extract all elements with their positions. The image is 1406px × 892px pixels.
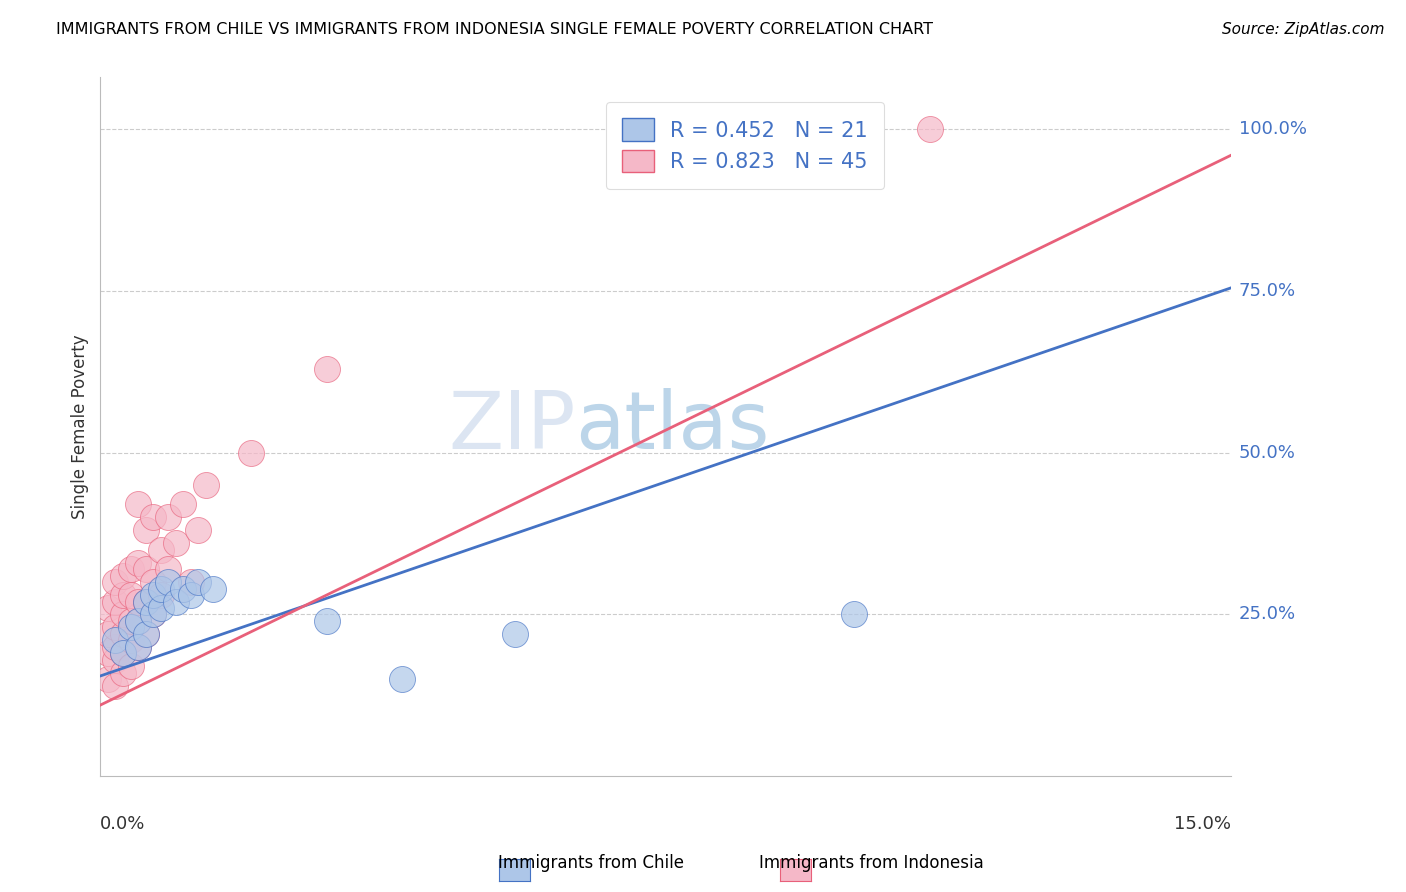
Text: 100.0%: 100.0% (1239, 120, 1308, 138)
Text: ZIP: ZIP (449, 388, 575, 466)
Point (149, 582, 172, 596)
Point (111, 568, 134, 582)
Point (142, 588, 165, 602)
Point (142, 575, 165, 590)
Point (240, 446, 263, 460)
Point (142, 510, 165, 524)
Text: 15.0%: 15.0% (1174, 815, 1232, 833)
Point (120, 588, 142, 602)
Point (135, 594, 157, 608)
Text: IMMIGRANTS FROM CHILE VS IMMIGRANTS FROM INDONESIA SINGLE FEMALE POVERTY CORRELA: IMMIGRANTS FROM CHILE VS IMMIGRANTS FROM… (56, 22, 934, 37)
Point (104, 594, 127, 608)
Point (127, 614, 149, 628)
Point (157, 510, 180, 524)
Text: 50.0%: 50.0% (1239, 443, 1296, 462)
Point (97, 601, 120, 615)
Point (142, 607, 165, 622)
Point (165, 594, 187, 608)
Point (180, 588, 202, 602)
Point (120, 620, 142, 634)
Point (165, 536, 187, 550)
Point (111, 627, 134, 641)
Point (187, 575, 209, 590)
Text: 0.0%: 0.0% (100, 815, 146, 833)
Point (127, 614, 149, 628)
Point (127, 594, 149, 608)
Point (180, 575, 202, 590)
Point (135, 562, 157, 576)
Point (918, 122, 941, 136)
Point (120, 562, 142, 576)
Point (135, 627, 157, 641)
Text: 25.0%: 25.0% (1239, 606, 1296, 624)
Y-axis label: Single Female Poverty: Single Female Poverty (72, 334, 89, 519)
Point (157, 562, 180, 576)
Text: atlas: atlas (575, 388, 769, 466)
Point (97, 672, 120, 686)
Point (111, 646, 134, 660)
Point (111, 646, 134, 660)
Point (104, 575, 127, 590)
Point (844, 607, 866, 622)
Point (149, 588, 172, 602)
Point (104, 679, 127, 693)
Point (315, 614, 337, 628)
Text: Source: ZipAtlas.com: Source: ZipAtlas.com (1222, 22, 1385, 37)
Point (104, 633, 127, 648)
Point (149, 542, 172, 557)
Legend: R = 0.452   N = 21, R = 0.823   N = 45: R = 0.452 N = 21, R = 0.823 N = 45 (606, 102, 884, 189)
Text: Immigrants from Chile: Immigrants from Chile (498, 855, 683, 872)
Point (391, 672, 413, 686)
Point (135, 627, 157, 641)
Point (127, 498, 149, 512)
Point (111, 607, 134, 622)
Point (127, 556, 149, 570)
Text: Immigrants from Indonesia: Immigrants from Indonesia (759, 855, 984, 872)
Point (315, 361, 337, 376)
Point (202, 582, 225, 596)
Point (97, 627, 120, 641)
Point (135, 524, 157, 538)
Point (187, 524, 209, 538)
Point (127, 640, 149, 654)
Point (104, 620, 127, 634)
Point (120, 659, 142, 673)
Point (172, 582, 194, 596)
Point (104, 653, 127, 667)
Point (142, 607, 165, 622)
Point (120, 633, 142, 648)
Point (172, 498, 194, 512)
Point (111, 665, 134, 680)
Point (127, 640, 149, 654)
Text: 75.0%: 75.0% (1239, 282, 1296, 300)
Point (120, 614, 142, 628)
Point (135, 594, 157, 608)
Point (97, 646, 120, 660)
Point (503, 627, 526, 641)
Point (194, 478, 217, 492)
Point (104, 640, 127, 654)
Point (149, 601, 172, 615)
Point (157, 575, 180, 590)
Point (111, 588, 134, 602)
